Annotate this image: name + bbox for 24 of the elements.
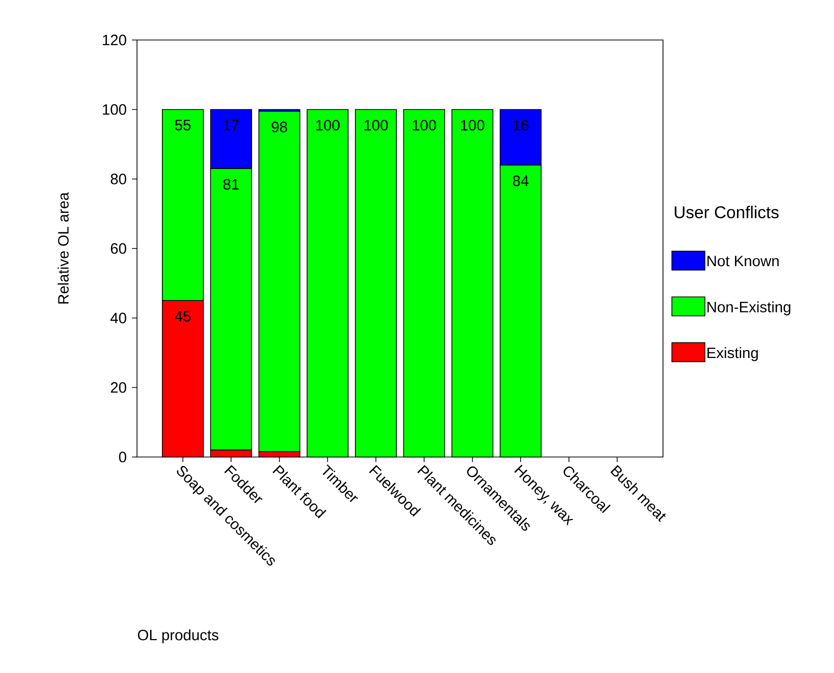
- y-tick-label: 0: [119, 452, 126, 462]
- y-tick-label: 60: [110, 243, 126, 254]
- legend-label: Existing: [707, 347, 758, 362]
- y-tick-label: 40: [110, 312, 126, 324]
- y-tick-label: 20: [110, 382, 126, 393]
- data-label: 16: [513, 120, 528, 131]
- y-tick-label: 80: [110, 174, 126, 184]
- data-label: 100: [461, 120, 484, 131]
- data-label: 84: [512, 176, 529, 186]
- legend-title: User Conflicts: [674, 206, 779, 218]
- x-axis-title: OL products: [138, 629, 218, 644]
- data-label: 55: [175, 120, 191, 130]
- data-label: 17: [224, 120, 239, 130]
- legend-label: Non-Existing: [707, 301, 790, 316]
- data-label: 45: [174, 311, 191, 322]
- data-label: 100: [412, 120, 436, 131]
- y-tick-label: 100: [102, 104, 126, 115]
- legend-label: Not Known: [707, 256, 779, 266]
- data-label: 100: [316, 120, 340, 131]
- y-axis-title: Relative OL area: [58, 192, 69, 304]
- data-label: 98: [272, 122, 288, 132]
- y-tick-label: 120: [102, 34, 126, 46]
- data-label: 81: [223, 178, 239, 190]
- data-label: 100: [364, 120, 388, 131]
